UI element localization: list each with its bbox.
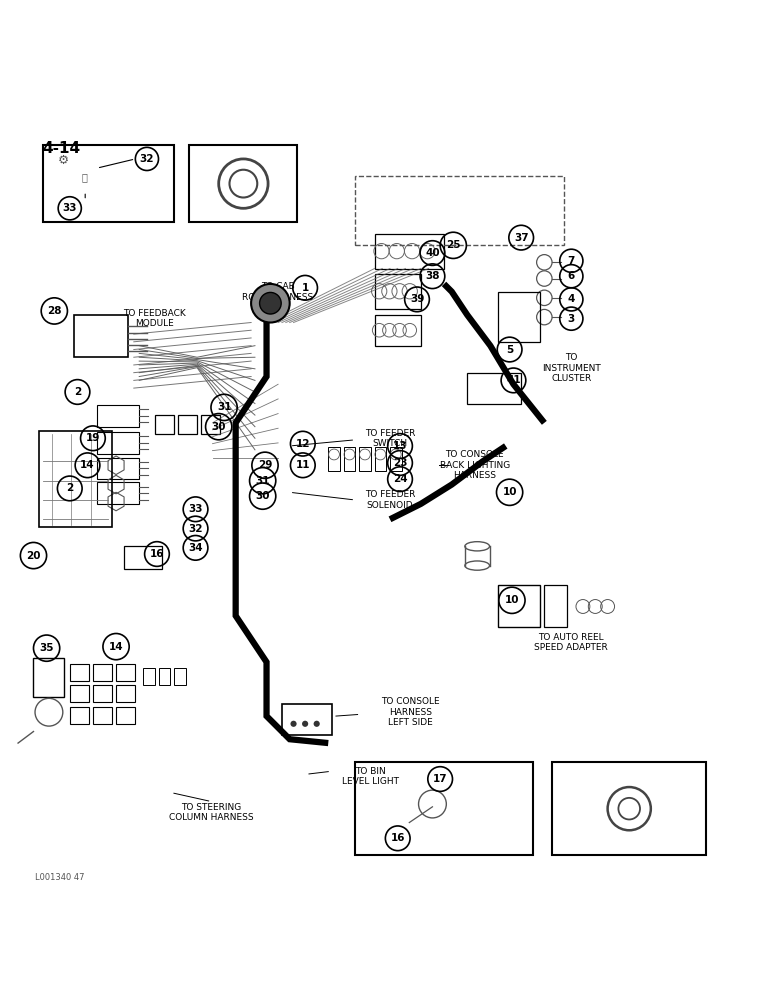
Text: 11: 11	[296, 460, 310, 470]
Text: 14: 14	[80, 460, 95, 470]
Text: 19: 19	[86, 433, 100, 443]
Text: 6: 6	[568, 271, 575, 281]
Text: 10: 10	[502, 487, 517, 497]
Text: 40: 40	[425, 248, 440, 258]
Text: 3: 3	[568, 314, 575, 324]
Text: 35: 35	[39, 643, 54, 653]
Text: 1: 1	[302, 283, 309, 293]
Circle shape	[302, 721, 308, 727]
Text: 30: 30	[211, 422, 226, 432]
Circle shape	[251, 284, 289, 323]
Text: 10: 10	[505, 595, 519, 605]
Circle shape	[290, 721, 296, 727]
Text: 25: 25	[446, 240, 460, 250]
Text: TO
INSTRUMENT
CLUSTER: TO INSTRUMENT CLUSTER	[542, 353, 601, 383]
Text: L001340 47: L001340 47	[35, 873, 84, 882]
Text: 23: 23	[393, 458, 407, 468]
Text: 37: 37	[514, 233, 529, 243]
Text: TO CONSOLE
HARNESS
LEFT SIDE: TO CONSOLE HARNESS LEFT SIDE	[381, 697, 440, 727]
Text: TO STEERING
COLUMN HARNESS: TO STEERING COLUMN HARNESS	[168, 803, 254, 822]
Text: TO FEEDBACK
MODULE: TO FEEDBACK MODULE	[123, 309, 186, 328]
Text: TO AUTO REEL
SPEED ADAPTER: TO AUTO REEL SPEED ADAPTER	[534, 633, 608, 652]
Text: 34: 34	[188, 543, 203, 553]
Text: 5: 5	[506, 345, 513, 355]
Text: 14: 14	[108, 642, 123, 652]
Text: 2: 2	[74, 387, 81, 397]
Text: 🔧: 🔧	[81, 172, 87, 182]
Text: 32: 32	[188, 524, 203, 534]
Text: 33: 33	[62, 203, 77, 213]
Text: TO CAB
ROOF HARNESS: TO CAB ROOF HARNESS	[243, 282, 314, 302]
Text: 4-14: 4-14	[43, 141, 81, 156]
Text: 38: 38	[425, 271, 440, 281]
Text: TO FEEDER
SWITCH: TO FEEDER SWITCH	[365, 429, 415, 448]
Text: TO BIN
LEVEL LIGHT: TO BIN LEVEL LIGHT	[342, 767, 399, 786]
Text: 29: 29	[258, 460, 272, 470]
Text: 20: 20	[27, 551, 41, 561]
Text: 24: 24	[392, 474, 407, 484]
Text: 2: 2	[66, 483, 73, 493]
Text: 16: 16	[391, 833, 405, 843]
Text: 17: 17	[433, 774, 448, 784]
Circle shape	[260, 292, 282, 314]
Text: TO CONSOLE
BACK LIGHTING
HARNESS: TO CONSOLE BACK LIGHTING HARNESS	[440, 450, 510, 480]
Text: 30: 30	[255, 491, 270, 501]
Text: 31: 31	[255, 476, 270, 486]
Text: 4: 4	[568, 294, 575, 304]
Text: 41: 41	[506, 375, 521, 385]
Text: 13: 13	[393, 441, 407, 451]
Text: 39: 39	[410, 294, 424, 304]
Text: 33: 33	[188, 504, 203, 514]
Text: 28: 28	[47, 306, 62, 316]
Circle shape	[314, 721, 320, 727]
Text: 7: 7	[568, 256, 575, 266]
Text: ⚙: ⚙	[58, 154, 69, 167]
Text: TO FEEDER
SOLENOID: TO FEEDER SOLENOID	[365, 490, 415, 510]
Text: 16: 16	[150, 549, 165, 559]
Text: 31: 31	[217, 402, 232, 412]
Text: 32: 32	[140, 154, 154, 164]
Text: 12: 12	[296, 439, 310, 449]
